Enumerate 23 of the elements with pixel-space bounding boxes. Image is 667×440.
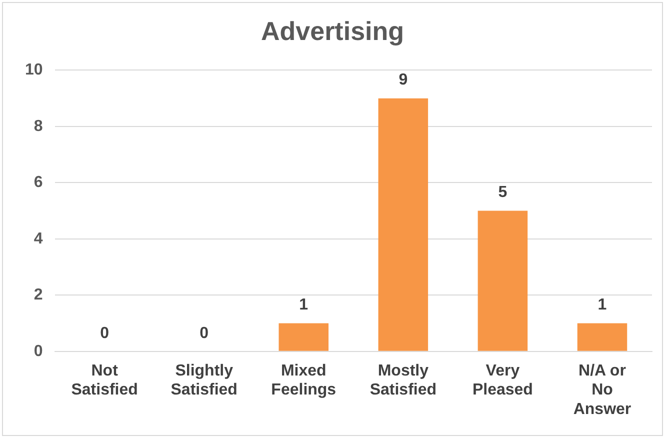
- y-tick-label: 6: [34, 174, 43, 192]
- y-tick-label: 8: [34, 118, 43, 135]
- x-tick-label: N/A or No Answer: [573, 362, 632, 418]
- x-tick-label: Very Pleased: [472, 362, 533, 399]
- bar: [577, 323, 628, 351]
- data-label: 1: [598, 296, 607, 314]
- bar: [478, 210, 528, 351]
- data-label: 0: [200, 324, 209, 342]
- x-tick-label: Mixed Feelings: [271, 362, 336, 399]
- y-tick-label: 0: [34, 342, 43, 360]
- x-tick-label: Not Satisfied: [71, 362, 138, 399]
- y-tick-label: 2: [34, 286, 43, 304]
- data-label: 9: [398, 72, 408, 89]
- chart-title: Advertising: [260, 16, 404, 46]
- data-label: 5: [498, 184, 508, 202]
- y-tick-label: 4: [34, 230, 43, 248]
- x-tick-label: Mostly Satisfied: [370, 362, 437, 399]
- x-tick-label: Slightly Satisfied: [170, 362, 238, 399]
- bar: [278, 323, 329, 351]
- data-label: 1: [299, 296, 308, 314]
- bar: [378, 98, 428, 351]
- y-tick-label: 10: [25, 62, 43, 79]
- data-label: 0: [100, 324, 110, 342]
